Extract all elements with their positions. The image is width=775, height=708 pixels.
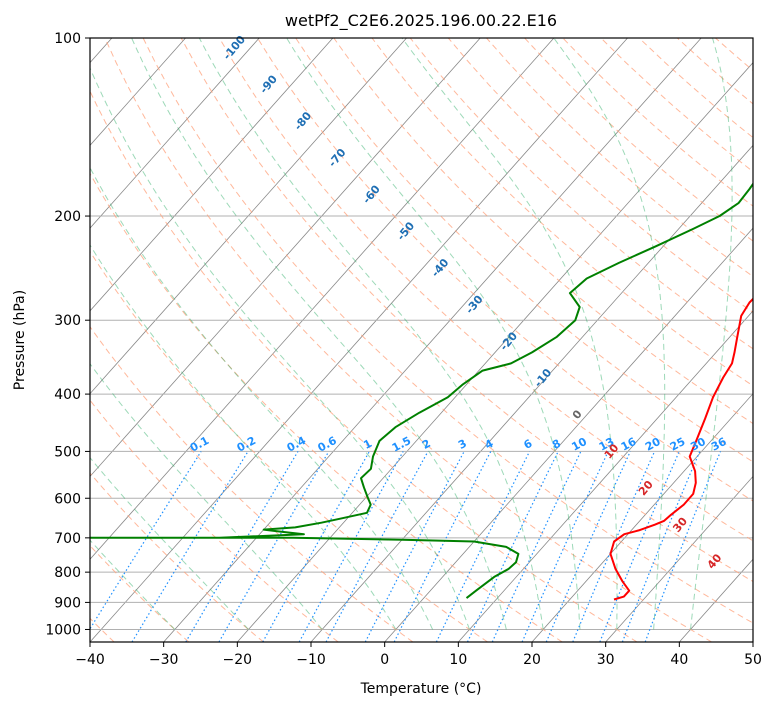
isotherm-line bbox=[90, 38, 481, 478]
y-tick-label: 200 bbox=[54, 209, 81, 225]
x-tick-label: 30 bbox=[597, 652, 615, 668]
moist-adiabat-line bbox=[90, 66, 470, 630]
moist-adiabat-line bbox=[401, 38, 618, 630]
isotherm-line bbox=[90, 38, 407, 395]
x-tick-label: 50 bbox=[744, 652, 762, 668]
axes-layer: −40 −30 −20 −10 0 10 20 30 40 50 100 200 300 400 500 60… bbox=[45, 31, 762, 668]
isotherm-line bbox=[90, 38, 555, 560]
moist-adiabat-line bbox=[198, 38, 544, 630]
mixing-ratio-label: 30 bbox=[688, 435, 708, 454]
dry-adiabat-line bbox=[447, 38, 753, 313]
mixing-ratio-line bbox=[325, 451, 429, 642]
mixing-ratio-line bbox=[545, 451, 631, 642]
x-tick-label: 40 bbox=[670, 652, 688, 668]
x-tick-label: −30 bbox=[149, 652, 179, 668]
isotherm-line bbox=[90, 38, 334, 312]
mixing-ratio-line bbox=[599, 451, 680, 642]
moist-adiabat-line bbox=[131, 38, 507, 630]
x-tick-label: −40 bbox=[75, 652, 105, 668]
y-tick-label: 600 bbox=[54, 491, 81, 507]
mixing-ratio-line bbox=[262, 451, 370, 642]
y-tick-label: 800 bbox=[54, 565, 81, 581]
grid-layer bbox=[90, 38, 753, 642]
isotherm-line bbox=[90, 38, 260, 229]
y-axis-title: Pressure (hPa) bbox=[12, 290, 28, 390]
mixing-ratio-label: 13 bbox=[597, 435, 617, 454]
dry-adiabat-line bbox=[90, 472, 264, 642]
mixing-ratio-line bbox=[521, 451, 609, 642]
moist-adiabat-line bbox=[286, 38, 581, 630]
temperature-line bbox=[609, 297, 753, 601]
dry-adiabat-line bbox=[90, 90, 638, 642]
mixing-ratio-line bbox=[644, 451, 722, 642]
dry-adiabat-line bbox=[90, 250, 488, 642]
y-tick-label: 700 bbox=[54, 531, 81, 547]
dry-adiabat-line bbox=[104, 38, 712, 642]
dry-adiabat-line bbox=[409, 38, 753, 350]
dry-adiabat-line bbox=[142, 38, 753, 624]
dry-adiabat-line bbox=[90, 172, 563, 642]
mixing-ratio-label: 20 bbox=[643, 435, 663, 454]
mixing-ratio-line bbox=[621, 451, 701, 642]
mixing-ratio-label: 10 bbox=[569, 435, 589, 454]
mixing-ratio-label: 16 bbox=[619, 435, 639, 454]
x-axis-title: Temperature (°C) bbox=[360, 681, 482, 697]
dry-adiabat-line bbox=[257, 38, 753, 502]
x-tick-label: −20 bbox=[223, 652, 253, 668]
isotherm-line bbox=[90, 38, 186, 146]
moist-adiabat-line bbox=[90, 456, 249, 630]
y-tick-label: 900 bbox=[54, 595, 81, 611]
dry-adiabat-line bbox=[90, 325, 414, 642]
moist-adiabat-line bbox=[690, 38, 733, 630]
isotherm-line bbox=[605, 475, 753, 642]
y-tick-label: 300 bbox=[54, 313, 81, 329]
series-layer bbox=[90, 182, 753, 601]
y-tick-label: 1000 bbox=[45, 622, 81, 638]
y-tick-label: 100 bbox=[54, 31, 81, 47]
chart-title: wetPf2_C2E6.2025.196.00.22.E16 bbox=[285, 11, 557, 31]
mixing-ratio-line bbox=[393, 451, 492, 642]
isotherm-line bbox=[458, 310, 753, 642]
dry-adiabat-line bbox=[333, 38, 753, 425]
plot-frame bbox=[89, 37, 754, 643]
mixing-ratio-line bbox=[131, 451, 249, 642]
mixing-ratio-line bbox=[572, 451, 656, 642]
mixing-ratio-label: 25 bbox=[668, 435, 688, 454]
dewpoint-line bbox=[90, 182, 753, 599]
isotherm-line bbox=[163, 38, 702, 642]
y-tick-label: 400 bbox=[54, 387, 81, 403]
moist-adiabat-line bbox=[90, 166, 434, 630]
dry-adiabat-line bbox=[295, 38, 753, 463]
x-tick-label: 10 bbox=[449, 652, 467, 668]
moist-adiabat-line bbox=[90, 362, 323, 630]
y-tick-label: 500 bbox=[54, 444, 81, 460]
isotherm-line bbox=[531, 393, 753, 642]
dry-adiabat-line bbox=[90, 399, 339, 642]
isotherm-line bbox=[90, 38, 628, 642]
x-tick-label: 20 bbox=[523, 652, 541, 668]
dry-adiabat-line bbox=[371, 38, 753, 387]
x-tick-label: 0 bbox=[380, 652, 389, 668]
dry-adiabat-line bbox=[90, 544, 190, 642]
moist-adiabat-line bbox=[553, 38, 666, 630]
mixing-ratio-label: 36 bbox=[709, 435, 729, 454]
isotherm-line bbox=[237, 61, 753, 642]
mixing-ratio-line bbox=[298, 451, 404, 642]
x-tick-label: −10 bbox=[296, 652, 326, 668]
